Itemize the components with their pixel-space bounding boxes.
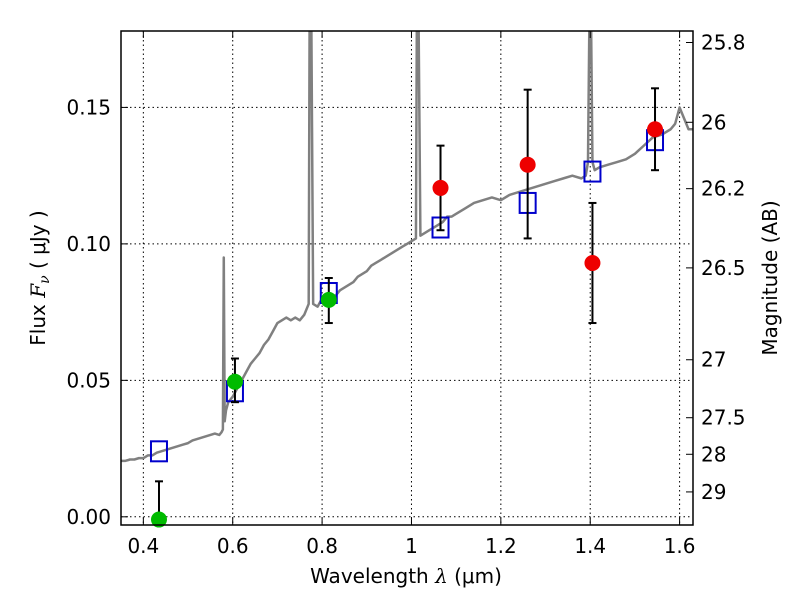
x-tick-label-2: 0.8 bbox=[306, 534, 338, 558]
red-point-0 bbox=[432, 179, 449, 196]
green-point-1 bbox=[226, 373, 243, 390]
plot-frame bbox=[120, 30, 694, 526]
y-tick-label-2: 0.10 bbox=[66, 232, 111, 256]
green-point-2 bbox=[320, 291, 337, 308]
y-axis-title-symbol-sub: ν bbox=[37, 275, 53, 284]
x-tick-label-5: 1.4 bbox=[574, 534, 606, 558]
y2-tick-label-5: 27.5 bbox=[701, 406, 746, 430]
model-square-5 bbox=[583, 160, 602, 183]
x-tick-label-3: 1 bbox=[405, 534, 418, 558]
plot-area-background bbox=[121, 31, 693, 525]
y2-tick-label-7: 29 bbox=[701, 480, 726, 504]
data-markers bbox=[149, 87, 665, 528]
y2-axis-title: Magnitude (AB) bbox=[758, 200, 782, 355]
y2-tick-label-6: 28 bbox=[701, 442, 726, 466]
y2-tick-label-3: 26.5 bbox=[701, 256, 746, 280]
y2-tick-label-4: 27 bbox=[701, 348, 726, 372]
red-point-2 bbox=[584, 254, 601, 271]
y-axis-title-symbol: F bbox=[26, 283, 50, 299]
y2-tick-label-1: 26 bbox=[701, 110, 726, 134]
gridlines bbox=[121, 31, 693, 525]
axis-ticks bbox=[121, 31, 693, 525]
y-tick-label-0: 0.00 bbox=[66, 505, 111, 529]
red-point-1 bbox=[519, 156, 536, 173]
x-tick-label-0: 0.4 bbox=[127, 534, 159, 558]
x-tick-label-4: 1.2 bbox=[485, 534, 517, 558]
model-square-0 bbox=[149, 440, 168, 463]
green-point-0 bbox=[150, 511, 167, 528]
y-axis-title-unit: ( μJy ) bbox=[26, 210, 50, 269]
red-point-3 bbox=[647, 121, 664, 138]
y-axis-title: Flux Fν ( μJy ) bbox=[26, 210, 53, 345]
x-axis-title-symbol: λ bbox=[434, 564, 448, 588]
x-tick-label-1: 0.6 bbox=[217, 534, 249, 558]
y-tick-label-3: 0.15 bbox=[66, 95, 111, 119]
tick-labels: 0.4 0.6 0.8 1 1.2 1.4 1.6 0.00 0.05 0.10 0.15 25.8 2… bbox=[66, 30, 745, 558]
x-axis-title: Wavelength λ (μm) bbox=[310, 564, 502, 588]
y2-tick-label-0: 25.8 bbox=[701, 30, 746, 54]
y2-tick-label-2: 26.2 bbox=[701, 177, 746, 201]
y-tick-label-1: 0.05 bbox=[66, 368, 111, 392]
y-axis-title-text: Flux bbox=[26, 304, 50, 346]
x-tick-label-6: 1.6 bbox=[664, 534, 696, 558]
x-axis-title-text: Wavelength bbox=[310, 564, 429, 588]
x-axis-title-unit: (μm) bbox=[454, 564, 502, 588]
